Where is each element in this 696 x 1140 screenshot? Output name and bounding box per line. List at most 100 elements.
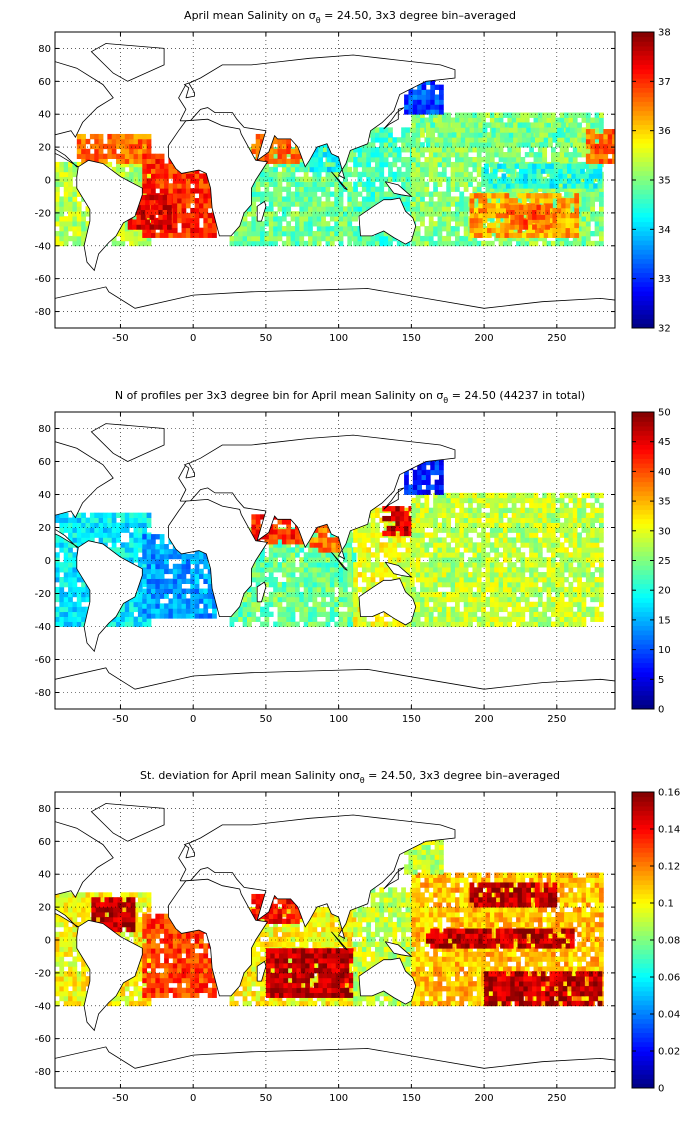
data-cell bbox=[361, 557, 367, 563]
data-cell bbox=[329, 567, 335, 573]
data-cell bbox=[379, 196, 385, 202]
data-cell bbox=[415, 235, 421, 242]
data-cell bbox=[264, 611, 270, 617]
data-cell bbox=[343, 176, 348, 183]
data-cell bbox=[68, 577, 73, 583]
data-cell bbox=[268, 226, 274, 232]
data-cell bbox=[325, 601, 331, 608]
data-cell bbox=[177, 603, 182, 609]
data-cell bbox=[281, 161, 287, 168]
data-cell bbox=[433, 176, 438, 183]
data-cell bbox=[111, 542, 117, 548]
data-cell bbox=[375, 171, 380, 178]
data-cell bbox=[142, 232, 148, 238]
data-cell bbox=[430, 109, 436, 115]
data-cell bbox=[552, 137, 558, 143]
data-cell bbox=[137, 161, 143, 168]
data-cell bbox=[81, 522, 86, 528]
data-cell bbox=[137, 176, 143, 183]
data-cell bbox=[120, 616, 126, 622]
data-cell bbox=[281, 586, 287, 593]
data-cell bbox=[517, 127, 523, 133]
data-cell bbox=[428, 211, 434, 217]
data-cell bbox=[338, 601, 344, 608]
data-cell bbox=[299, 211, 305, 217]
data-cell bbox=[81, 148, 86, 155]
data-cell bbox=[63, 221, 69, 227]
data-cell bbox=[561, 227, 566, 234]
data-cell bbox=[468, 235, 473, 242]
data-cell bbox=[523, 168, 529, 174]
data-cell bbox=[546, 240, 552, 247]
data-cell bbox=[277, 201, 283, 207]
data-cell bbox=[329, 226, 335, 232]
data-cell bbox=[55, 562, 60, 568]
data-cell bbox=[456, 142, 462, 148]
data-cell bbox=[233, 611, 239, 617]
data-cell bbox=[487, 232, 492, 238]
data-cell bbox=[295, 606, 300, 613]
data-cell bbox=[459, 191, 465, 197]
data-cell bbox=[190, 193, 196, 199]
data-cell bbox=[468, 240, 473, 247]
data-cell bbox=[303, 230, 309, 237]
data-cell bbox=[329, 171, 335, 178]
data-cell bbox=[233, 235, 239, 242]
data-cell bbox=[63, 601, 69, 608]
data-cell bbox=[281, 148, 287, 155]
data-cell bbox=[120, 226, 126, 232]
data-cell bbox=[327, 542, 332, 548]
coastline bbox=[383, 107, 405, 130]
data-cell bbox=[185, 603, 191, 609]
colorbar-swatch bbox=[632, 189, 654, 195]
data-cell bbox=[532, 214, 537, 220]
data-cell bbox=[273, 577, 278, 583]
data-cell bbox=[151, 544, 156, 550]
data-cell bbox=[159, 588, 165, 594]
data-cell bbox=[526, 127, 532, 133]
data-cell bbox=[437, 117, 443, 123]
data-cell bbox=[523, 183, 529, 189]
data-cell bbox=[472, 196, 478, 202]
data-cell bbox=[203, 227, 209, 234]
data-cell bbox=[564, 235, 569, 242]
data-cell bbox=[277, 591, 283, 598]
data-cell bbox=[338, 211, 344, 217]
data-cell bbox=[329, 572, 335, 578]
data-cell bbox=[146, 563, 152, 570]
data-cell bbox=[321, 181, 326, 187]
data-cell bbox=[55, 235, 60, 242]
data-cell bbox=[361, 147, 367, 153]
data-cell bbox=[446, 161, 452, 168]
data-cell bbox=[612, 153, 615, 160]
data-cell bbox=[585, 133, 591, 140]
data-cell bbox=[343, 567, 348, 573]
data-cell bbox=[273, 240, 278, 247]
data-cell bbox=[312, 532, 318, 538]
data-cell bbox=[142, 603, 148, 609]
data-cell bbox=[181, 558, 187, 565]
data-cell bbox=[396, 147, 402, 153]
data-cell bbox=[264, 581, 270, 588]
data-cell bbox=[357, 552, 363, 558]
data-cell bbox=[286, 206, 292, 212]
data-cell bbox=[388, 522, 393, 528]
data-cell bbox=[127, 224, 133, 230]
data-cell bbox=[277, 537, 283, 543]
data-cell bbox=[375, 161, 380, 168]
data-cell bbox=[72, 166, 78, 173]
data-cell bbox=[299, 221, 305, 227]
data-cell bbox=[447, 137, 453, 143]
data-cell bbox=[133, 547, 139, 553]
data-cell bbox=[556, 212, 562, 219]
data-cell bbox=[268, 201, 274, 207]
data-cell bbox=[489, 161, 495, 168]
data-cell bbox=[487, 207, 492, 214]
data-cell bbox=[472, 156, 478, 163]
data-cell bbox=[353, 216, 358, 222]
data-cell bbox=[334, 176, 340, 183]
data-cell bbox=[548, 137, 553, 143]
colorbar-tick-label: 36 bbox=[658, 126, 671, 137]
data-cell bbox=[481, 147, 486, 153]
data-cell bbox=[455, 117, 460, 123]
